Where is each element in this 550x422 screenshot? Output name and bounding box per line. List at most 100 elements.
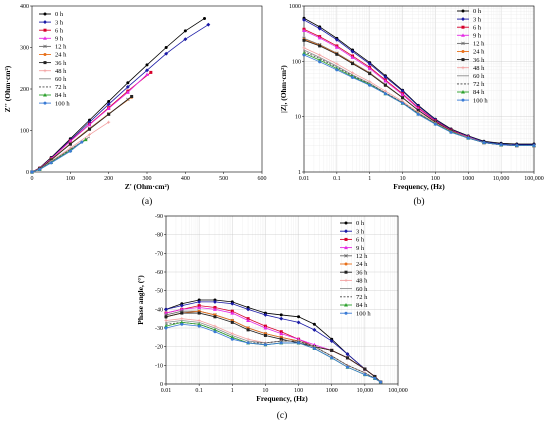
legend-label: 3 h	[55, 19, 64, 26]
x-tick-label: 10,000	[357, 388, 374, 394]
data-point	[279, 337, 283, 341]
series-100-h	[30, 140, 84, 174]
series-line	[165, 321, 381, 383]
data-point	[88, 133, 91, 137]
data-point	[302, 53, 306, 57]
data-point	[351, 62, 355, 66]
data-point	[279, 341, 283, 345]
data-point	[335, 52, 339, 56]
legend-label: 60 h	[356, 286, 368, 293]
y-tick-label: -90	[155, 214, 163, 220]
data-point	[368, 80, 372, 84]
data-point	[532, 144, 536, 148]
data-point	[345, 352, 350, 357]
panel-label: (a)	[142, 196, 153, 207]
data-point	[126, 81, 130, 85]
data-point	[312, 347, 316, 351]
data-point	[368, 72, 372, 76]
legend-label: 24 h	[356, 261, 368, 268]
data-point	[263, 333, 267, 337]
legend-label: 84 h	[55, 92, 67, 99]
plot-frame	[31, 5, 263, 173]
data-point	[263, 343, 267, 347]
data-point	[499, 143, 503, 147]
legend-marker	[344, 221, 348, 225]
data-point	[279, 331, 284, 336]
data-point	[179, 320, 184, 324]
legend-label: 36 h	[55, 60, 67, 67]
legend-marker	[43, 53, 47, 56]
data-point	[180, 322, 184, 326]
data-point	[346, 365, 350, 369]
y-tick-label: -10	[155, 363, 163, 369]
legend-marker	[43, 36, 47, 40]
legend-marker	[43, 28, 47, 32]
legend-marker	[461, 58, 465, 62]
data-point	[164, 315, 168, 319]
series-84-h	[302, 51, 536, 148]
series-100-h	[164, 322, 383, 384]
legend-marker	[43, 93, 47, 97]
data-point	[351, 71, 355, 75]
data-point	[213, 307, 217, 311]
series-60-h	[165, 320, 381, 383]
legend-marker	[461, 50, 465, 53]
data-point	[164, 326, 168, 330]
legend-label: 12 h	[356, 253, 368, 260]
chart-panel-a: 0 100 200 300 400 500 600 0 100 200 300 400 Z' (Ohm·…	[3, 4, 267, 207]
legend-marker	[461, 17, 465, 22]
y-tick-label: -20	[155, 345, 163, 351]
x-axis-label: Z' (Ohm·cm²)	[125, 182, 170, 191]
data-point	[401, 96, 405, 100]
data-point	[88, 118, 91, 122]
data-point	[213, 315, 217, 319]
series-48-h	[164, 317, 383, 384]
y-tick-label: 100	[292, 59, 301, 65]
data-point	[416, 112, 420, 116]
legend-marker	[344, 270, 348, 274]
data-point	[230, 301, 235, 306]
data-point	[263, 326, 268, 330]
data-point	[330, 356, 334, 360]
data-point	[302, 17, 306, 22]
data-point	[230, 320, 234, 324]
data-point	[180, 317, 184, 321]
legend-marker	[461, 25, 465, 29]
x-tick-label: 100	[294, 388, 303, 394]
legend-marker	[461, 33, 465, 37]
data-point	[318, 44, 322, 48]
data-point	[263, 312, 268, 317]
data-point	[334, 37, 339, 42]
series-line	[165, 320, 381, 383]
plot-frame	[165, 215, 399, 385]
legend-marker	[344, 229, 348, 234]
data-point	[83, 137, 88, 142]
legend-marker	[344, 254, 348, 258]
data-point	[106, 102, 111, 107]
data-point	[297, 315, 301, 319]
chart-panel-c: 0.01 0.1 1 10 100 1000 10,000 100,000 0 -10 -20 -30…	[136, 214, 408, 421]
data-point	[107, 112, 111, 116]
data-point	[368, 83, 372, 87]
data-point	[297, 341, 301, 345]
data-point	[230, 335, 235, 339]
legend-marker	[461, 41, 465, 46]
data-point	[279, 313, 283, 317]
legend-label: 6 h	[55, 27, 64, 34]
data-point	[302, 51, 306, 55]
series-84-h	[164, 320, 383, 384]
x-tick-label: 10	[400, 176, 406, 182]
data-point	[206, 22, 211, 27]
x-tick-label: 200	[104, 176, 113, 182]
series-0-h	[302, 16, 536, 146]
data-point	[183, 37, 188, 42]
data-point	[363, 373, 367, 377]
data-point	[87, 120, 92, 125]
data-point	[433, 122, 437, 126]
legend-marker	[43, 69, 47, 73]
data-point	[145, 72, 149, 76]
data-point	[329, 339, 334, 344]
data-point	[213, 324, 217, 328]
data-point	[302, 46, 306, 50]
